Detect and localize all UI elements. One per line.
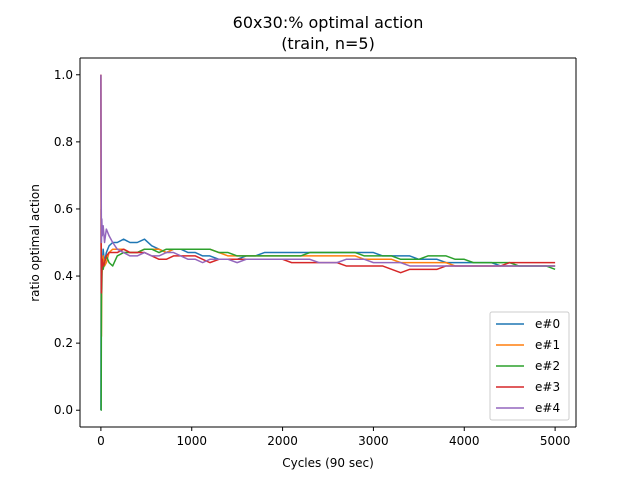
legend: e#0 e#1 e#2 e#3 e#4 xyxy=(489,311,570,421)
y-tick-label: 0.8 xyxy=(54,135,73,149)
x-tick-label: 1000 xyxy=(176,434,207,448)
series-line-2 xyxy=(100,248,556,411)
x-axis-label: Cycles (90 sec) xyxy=(282,456,374,470)
chart-subtitle: (train, n=5) xyxy=(281,34,375,53)
chart-title: 60x30:% optimal action xyxy=(233,13,424,32)
series-line-4 xyxy=(100,74,556,267)
legend-box xyxy=(489,311,570,421)
y-tick-label: 0.6 xyxy=(54,202,73,216)
legend-label: e#4 xyxy=(535,401,560,415)
y-tick-label: 1.0 xyxy=(54,68,73,82)
x-tick-label: 4000 xyxy=(449,434,480,448)
x-ticks: 0 1000 2000 3000 4000 5000 xyxy=(97,427,570,448)
series-lines xyxy=(100,74,556,411)
legend-items: e#0 e#1 e#2 e#3 e#4 xyxy=(496,317,560,415)
y-axis-label: ratio optimal action xyxy=(28,184,42,302)
y-tick-label: 0.0 xyxy=(54,403,73,417)
axes-frame xyxy=(79,57,577,428)
x-tick-label: 5000 xyxy=(540,434,571,448)
legend-label: e#1 xyxy=(535,338,560,352)
series-line-0 xyxy=(100,208,556,411)
y-tick-label: 0.2 xyxy=(54,336,73,350)
y-ticks: 0.0 0.2 0.4 0.6 0.8 1.0 xyxy=(54,68,80,417)
x-tick-label: 2000 xyxy=(267,434,298,448)
legend-label: e#2 xyxy=(535,359,560,373)
legend-label: e#3 xyxy=(535,380,560,394)
x-tick-label: 3000 xyxy=(358,434,389,448)
x-tick-label: 0 xyxy=(97,434,105,448)
legend-label: e#0 xyxy=(535,317,560,331)
y-tick-label: 0.4 xyxy=(54,269,73,283)
